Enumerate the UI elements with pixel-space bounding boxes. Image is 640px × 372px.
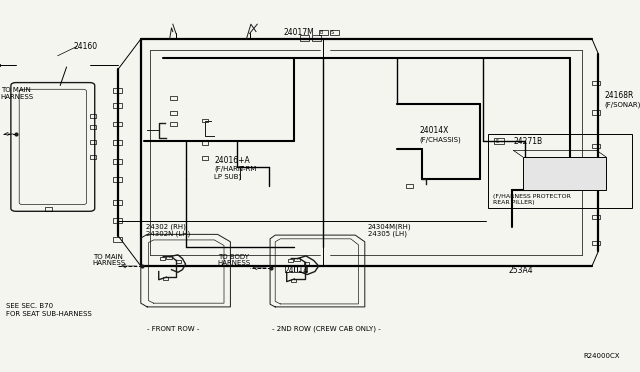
Text: 24016+A: 24016+A (214, 156, 250, 165)
Text: LP SUB): LP SUB) (214, 173, 242, 180)
Text: 24302 (RH): 24302 (RH) (146, 224, 186, 230)
Text: - 2ND ROW (CREW CAB ONLY) -: - 2ND ROW (CREW CAB ONLY) - (272, 326, 381, 333)
Bar (592, 177, 600, 182)
Bar (90, 140, 96, 144)
Bar (170, 111, 177, 115)
Text: (F/HARNESS PROTECTOR: (F/HARNESS PROTECTOR (493, 193, 571, 199)
Bar (297, 266, 307, 272)
Bar (176, 260, 181, 263)
Bar (319, 30, 328, 35)
Text: (F/HARN-RM: (F/HARN-RM (214, 166, 257, 172)
Bar (488, 134, 632, 208)
Bar (113, 200, 122, 205)
Bar (90, 155, 96, 159)
Text: HARNESS: HARNESS (218, 260, 251, 266)
Text: 24271B: 24271B (513, 137, 543, 146)
Bar (291, 279, 296, 282)
Text: 24168R: 24168R (605, 92, 634, 100)
Bar (304, 262, 309, 265)
Text: 24014X: 24014X (419, 126, 449, 135)
Text: S: S (495, 139, 499, 144)
Text: 24302N (LH): 24302N (LH) (146, 230, 190, 237)
Bar (160, 257, 165, 260)
Bar (113, 88, 122, 93)
Text: TO MAIN: TO MAIN (1, 87, 31, 93)
Bar (300, 35, 309, 41)
Bar (202, 156, 208, 160)
Text: REAR PILLER): REAR PILLER) (493, 200, 534, 205)
Bar (163, 277, 168, 280)
Bar (45, 207, 52, 211)
Bar (113, 237, 122, 242)
Bar (113, 140, 122, 145)
Text: SEE SEC. B70: SEE SEC. B70 (6, 303, 54, 309)
Bar (285, 266, 294, 272)
Bar (288, 259, 293, 262)
Text: R24000CX: R24000CX (583, 353, 620, 359)
Bar (113, 122, 122, 126)
Bar (592, 81, 600, 85)
Text: B: B (319, 30, 323, 35)
Text: 24014: 24014 (285, 266, 309, 275)
Bar (202, 119, 208, 122)
Bar (90, 125, 96, 129)
Bar (592, 215, 600, 219)
Bar (113, 159, 122, 164)
Bar (330, 30, 339, 35)
Text: 24160: 24160 (74, 42, 98, 51)
Bar (312, 35, 321, 41)
Bar (592, 144, 600, 148)
Bar (113, 177, 122, 182)
Bar (494, 138, 504, 144)
Text: 253A4: 253A4 (509, 266, 533, 275)
Bar (170, 96, 177, 100)
Text: 24017M: 24017M (284, 28, 314, 37)
Bar (406, 184, 413, 188)
Bar (523, 157, 606, 190)
Bar (170, 122, 177, 126)
Text: (F/CHASSIS): (F/CHASSIS) (419, 136, 461, 143)
Text: 24305 (LH): 24305 (LH) (368, 230, 407, 237)
Bar (592, 241, 600, 245)
Text: 24304M(RH): 24304M(RH) (368, 224, 412, 230)
Text: TO BODY: TO BODY (218, 254, 248, 260)
Text: HARNESS: HARNESS (1, 94, 34, 100)
Text: - FRONT ROW -: - FRONT ROW - (147, 326, 199, 332)
Bar (90, 114, 96, 118)
Bar (113, 218, 122, 223)
Bar (166, 256, 172, 259)
Text: S: S (330, 30, 333, 35)
Bar (294, 258, 300, 261)
Bar (113, 103, 122, 108)
Text: TO MAIN: TO MAIN (93, 254, 123, 260)
Text: (F/SONAR): (F/SONAR) (605, 102, 640, 108)
Bar (592, 110, 600, 115)
Text: FOR SEAT SUB-HARNESS: FOR SEAT SUB-HARNESS (6, 311, 92, 317)
Text: HARNESS: HARNESS (93, 260, 126, 266)
Bar (202, 141, 208, 145)
